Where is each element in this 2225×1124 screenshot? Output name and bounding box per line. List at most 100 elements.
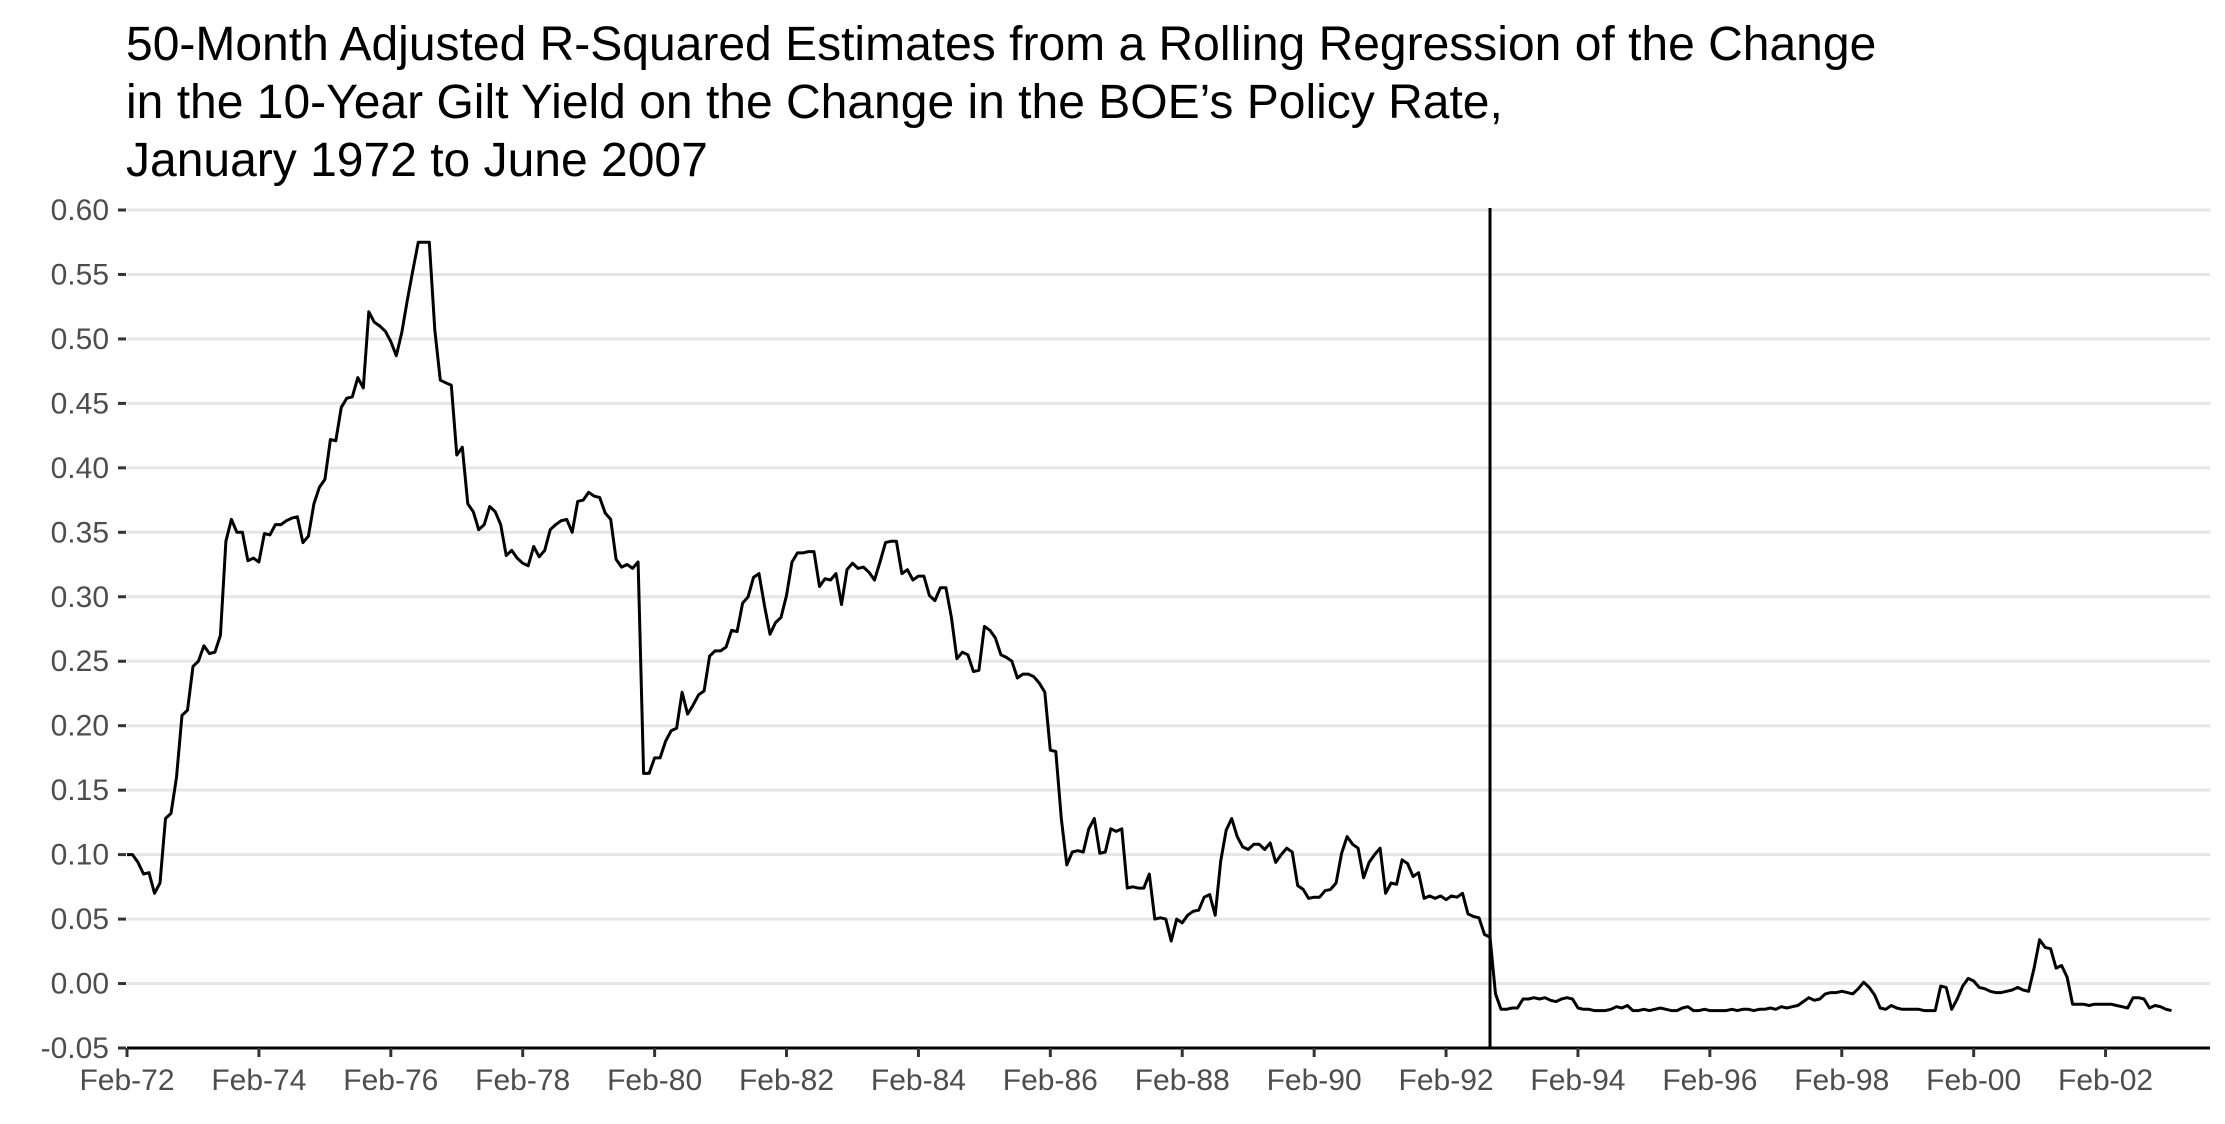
data-point [554,523,557,526]
data-point [664,740,667,743]
data-point [367,310,370,313]
y-tick-label: 0.00 [51,968,109,1001]
data-point [1357,847,1360,850]
data-point [659,756,662,759]
data-point [747,595,750,598]
data-point [1038,682,1041,685]
data-point [571,531,574,534]
data-point [345,397,348,400]
data-point [318,486,321,489]
data-point [1901,1008,1904,1011]
data-point [1736,1009,1739,1012]
data-point [1884,1008,1887,1011]
data-point [1340,852,1343,855]
data-point [1280,853,1283,856]
data-point [2154,1004,2157,1007]
data-point [1983,987,1986,990]
data-point [1439,894,1442,897]
x-tick-label: Feb-00 [1926,1064,2021,1097]
data-point [813,550,816,553]
data-point [1631,1009,1634,1012]
data-point [598,496,601,499]
data-point [378,325,381,328]
data-point [219,634,222,637]
data-point [1802,1000,1805,1003]
data-point [1318,896,1321,899]
x-tick-label: Feb-94 [1530,1064,1625,1097]
data-point [290,517,293,520]
data-point [1780,1005,1783,1008]
data-point [1109,827,1112,830]
y-tick-label: 0.45 [51,387,109,420]
data-point [1928,1009,1931,1012]
data-point [1351,843,1354,846]
data-point [1516,1007,1519,1010]
y-tick-label: 0.15 [51,774,109,807]
data-point [450,384,453,387]
data-point [961,651,964,654]
data-point [1329,888,1332,891]
data-point [675,727,678,730]
data-point [1956,998,1959,1001]
data-point [213,651,216,654]
data-point [1043,691,1046,694]
y-tick-label: 0.25 [51,645,109,678]
y-axis: -0.05 0.00 0.05 0.10 0.15 0.20 0.25 0.30 0.35 0.4… [41,194,126,1065]
data-point [455,454,458,457]
data-point [631,567,634,570]
data-point [692,704,695,707]
data-point [466,502,469,505]
data-point [1445,898,1448,901]
data-point [1681,1007,1684,1010]
data-point [477,528,480,531]
data-point [1961,985,1964,988]
data-point [1428,894,1431,897]
data-point [439,379,442,382]
data-point [186,709,189,712]
data-point [230,518,233,521]
data-point [1406,862,1409,865]
x-tick-label: Feb-92 [1399,1064,1494,1097]
x-tick-label: Feb-90 [1267,1064,1362,1097]
data-point [1203,896,1206,899]
data-point [1104,851,1107,854]
data-point [2088,1004,2091,1007]
data-point [1313,896,1316,899]
data-point [1626,1004,1629,1007]
data-point [1192,910,1195,913]
data-point [873,579,876,582]
data-point [1434,897,1437,900]
data-point [1208,893,1211,896]
data-point [1692,1009,1695,1012]
data-point [527,564,530,567]
data-point [977,669,980,672]
data-point [1664,1008,1667,1011]
data-point [411,269,414,272]
y-tick-label: 0.35 [51,516,109,549]
data-point [2016,986,2019,989]
data-point [900,572,903,575]
data-point [1483,933,1486,936]
data-point [829,579,832,582]
data-point [2093,1003,2096,1006]
data-point [461,446,464,449]
x-tick-label: Feb-72 [79,1064,174,1097]
data-point [2038,938,2041,941]
x-tick-label: Feb-82 [739,1064,834,1097]
data-point [153,892,156,895]
data-point [1604,1009,1607,1012]
data-point [1769,1007,1772,1010]
data-point [1560,998,1563,1001]
data-point [1049,749,1052,752]
data-point [725,646,728,649]
data-point [774,621,777,624]
x-tick-label: Feb-80 [607,1064,702,1097]
data-point [769,633,772,636]
data-point [1862,981,1865,984]
data-point [1170,940,1173,943]
data-point [868,571,871,574]
data-point [1247,848,1250,851]
data-point [1895,1007,1898,1010]
data-point [1708,1009,1711,1012]
